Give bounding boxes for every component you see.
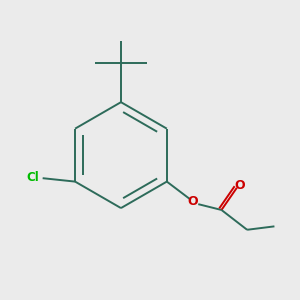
Text: O: O [234,178,245,191]
Text: O: O [187,195,198,208]
Text: Cl: Cl [26,171,39,184]
